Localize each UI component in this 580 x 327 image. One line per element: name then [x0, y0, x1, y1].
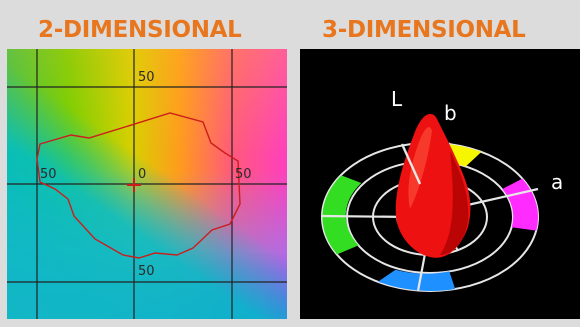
tick-label-left: 50: [40, 167, 57, 182]
tick-label-top: 50: [138, 70, 155, 85]
origin-marker: [127, 178, 141, 192]
tick-label-bottom: 50: [138, 264, 155, 279]
green-segment: [322, 175, 362, 255]
tick-label-right: 50: [235, 167, 252, 182]
color-solid: [395, 113, 471, 258]
panel-3d: L b a: [300, 49, 580, 319]
solid-highlight: [408, 127, 432, 209]
solid-shade: [440, 151, 469, 255]
axis-label-a: a: [551, 170, 563, 194]
panel-2d: 50 50 0 50 50: [7, 49, 287, 319]
magenta-segment: [502, 178, 539, 231]
l-axis: [400, 143, 422, 185]
heading-3d: 3-DIMENSIONAL: [322, 17, 526, 43]
axis-label-b: b: [444, 101, 457, 125]
axis-label-l: L: [391, 87, 403, 111]
tick-label-center: 0: [138, 167, 146, 182]
plot-2d-overlay: 50 50 0 50 50: [7, 49, 287, 319]
heading-2d: 2-DIMENSIONAL: [38, 17, 242, 43]
blue-segment: [378, 269, 456, 291]
plot-3d-overlay: L b a: [321, 87, 563, 292]
gamut-outline-2d: [36, 112, 241, 259]
